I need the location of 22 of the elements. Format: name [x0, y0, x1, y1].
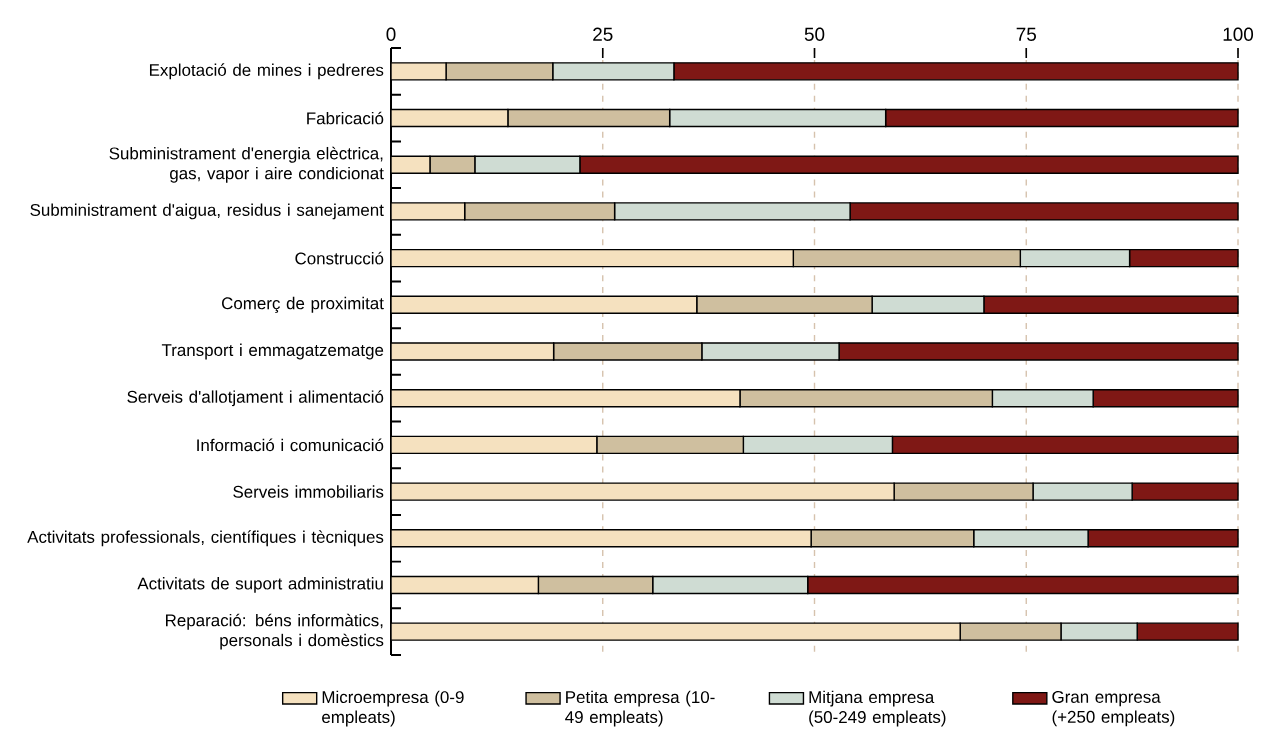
- y-tick-label: Fabricació: [307, 111, 384, 125]
- y-tick-label: Explotació de mines i pedreres: [149, 63, 384, 80]
- y-tick-label: Informació i comunicació: [197, 438, 384, 452]
- x-tick-label: 0: [386, 27, 396, 41]
- legend-label: Gran empresa (+250 empleats): [1052, 690, 1175, 727]
- y-tick-label: Serveis immobiliaris: [233, 485, 384, 498]
- y-tick-label: Reparació: béns informàtics, personals i domèstics: [166, 613, 384, 650]
- x-tick-label: 50: [804, 27, 825, 41]
- y-tick-label: Subministrament d'energia elèctrica, gas, vapor i aire condicionat: [109, 146, 384, 183]
- y-tick-label: Activitats de suport administratiu: [137, 577, 383, 593]
- y-tick-label: Transport i emmagatzematge: [161, 343, 384, 360]
- x-tick-label: 25: [593, 27, 613, 41]
- legend-label: Microempresa (0-9 empleats): [322, 690, 464, 727]
- y-tick-label: Serveis d'allotjament i alimentació: [127, 390, 384, 407]
- y-tick-label: Subministrament d'aigua, residus i sanejament: [30, 203, 384, 220]
- x-tick-label: 75: [1016, 27, 1036, 41]
- y-tick-label: Construcció: [295, 251, 384, 265]
- legend-label: Mitjana empresa (50-249 empleats): [809, 690, 946, 727]
- y-tick-label: Comerç de proximitat: [222, 296, 384, 313]
- legend-label: Petita empresa (10-49 empleats): [565, 690, 715, 727]
- y-tick-label: Activitats professionals, científiques i tècniques: [27, 530, 384, 547]
- x-tick-label: 100: [1223, 27, 1254, 41]
